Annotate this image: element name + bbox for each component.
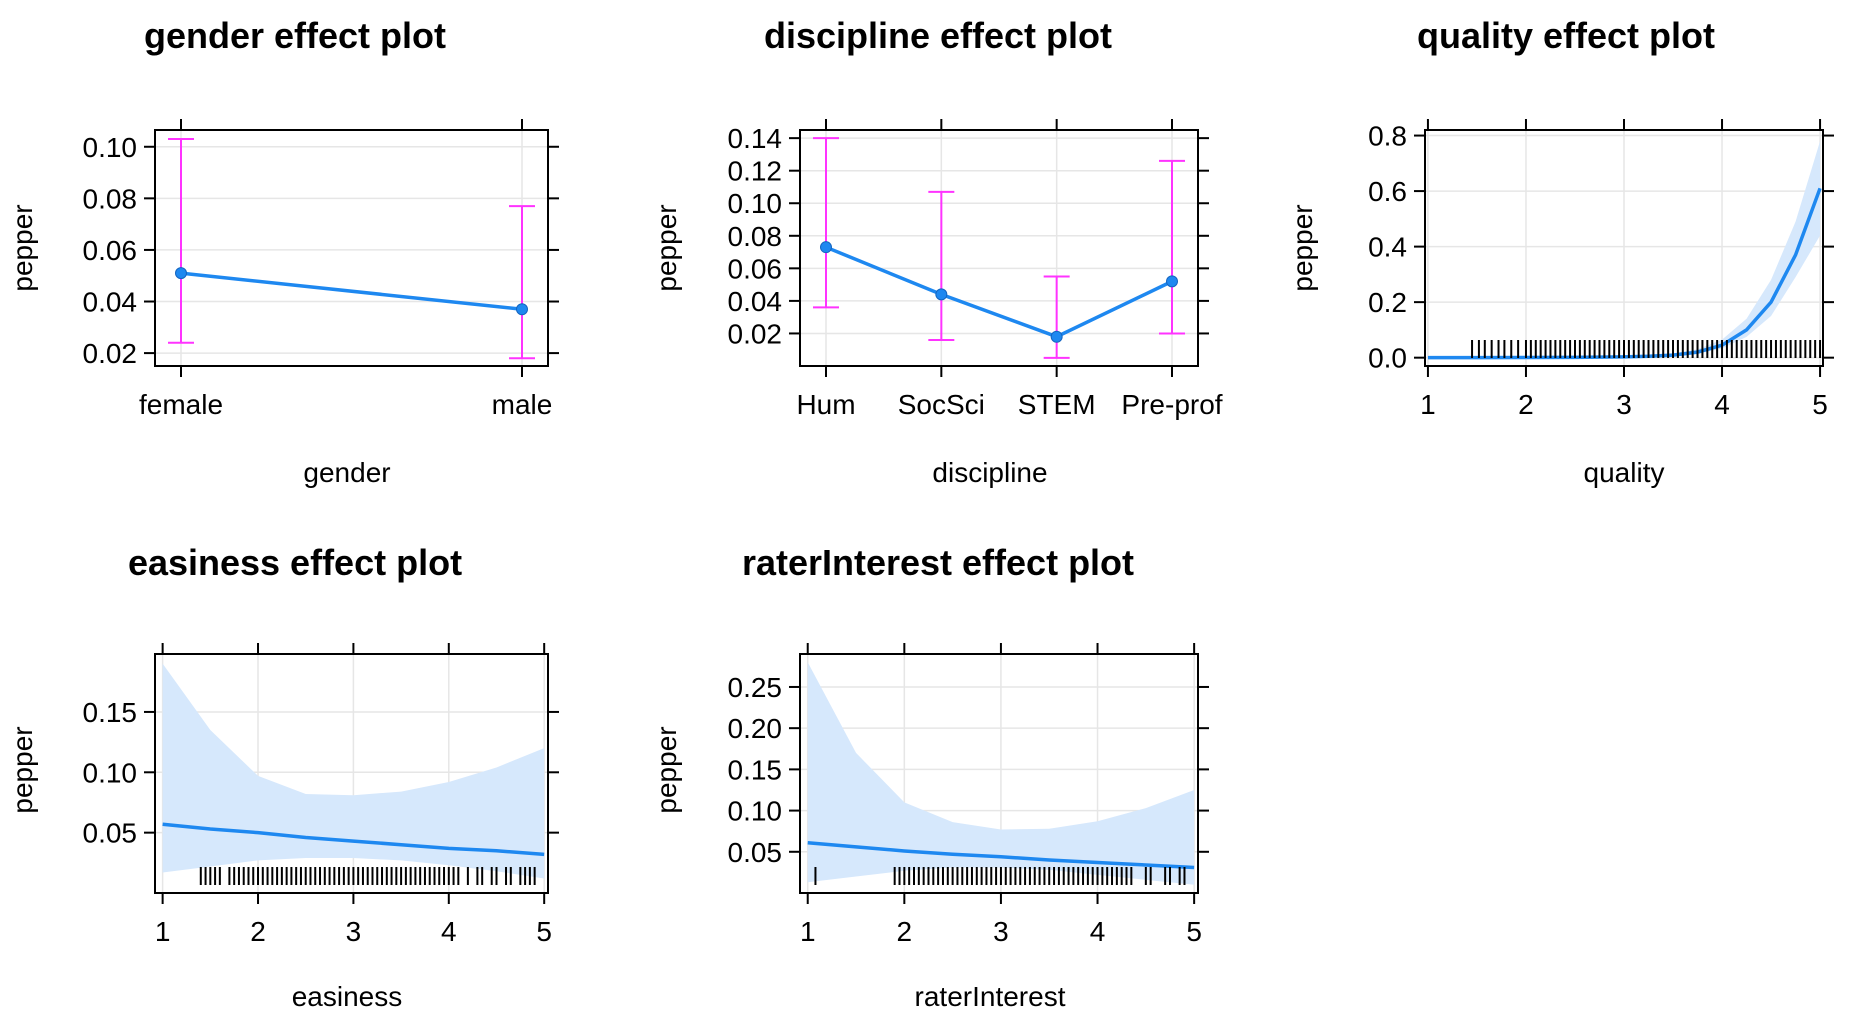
rug xyxy=(1471,340,1822,358)
x-tick-label: 5 xyxy=(1186,916,1202,947)
x-axis-label: easiness xyxy=(292,981,403,1012)
plot-area xyxy=(1427,141,1822,360)
x-tick-label: 5 xyxy=(536,916,552,947)
y-tick-label: 0.12 xyxy=(728,156,783,187)
point-SocSci xyxy=(935,288,948,301)
y-tick-label: 0.05 xyxy=(728,837,783,868)
y-tick-label: 0.02 xyxy=(83,338,138,369)
y-tick-label: 0.10 xyxy=(83,132,138,163)
rug xyxy=(199,867,536,885)
panel-1: female male 0.02 0.04 0.06 0.08 0.10 gender eff… xyxy=(7,15,559,488)
x-tick-label: 2 xyxy=(250,916,266,947)
y-tick-label: 0.15 xyxy=(728,754,783,785)
y-axis-label: pepper xyxy=(7,204,38,291)
x-tick-label: 4 xyxy=(1090,916,1106,947)
y-tick-label: 0.05 xyxy=(83,818,138,849)
y-tick-label: 0.6 xyxy=(1368,176,1407,207)
x-tick-label: female xyxy=(139,389,223,420)
x-tick-label: 1 xyxy=(155,916,171,947)
panel-frame xyxy=(799,129,1199,367)
plot-area xyxy=(813,137,1185,359)
effect-line xyxy=(162,822,545,857)
y-tick-label: 0.06 xyxy=(728,253,783,284)
panel-title: discipline effect plot xyxy=(764,15,1112,56)
x-tick-label: 2 xyxy=(1518,389,1534,420)
y-tick-label: 0.06 xyxy=(83,235,138,266)
x-axis-label: raterInterest xyxy=(915,981,1066,1012)
point-female xyxy=(175,267,187,280)
y-tick-label: 0.04 xyxy=(728,286,783,317)
panel-title: quality effect plot xyxy=(1417,15,1715,56)
x-axis-label: discipline xyxy=(932,457,1047,488)
x-tick-label: male xyxy=(492,389,553,420)
y-axis-label: pepper xyxy=(651,726,682,813)
y-tick-label: 0.4 xyxy=(1368,232,1407,263)
y-tick-label: 0.02 xyxy=(728,318,783,349)
effect-line xyxy=(825,245,1173,339)
y-tick-label: 0.15 xyxy=(83,697,138,728)
x-axis-label: quality xyxy=(1584,457,1665,488)
x-tick-label: 3 xyxy=(993,916,1009,947)
x-tick-label: Pre-prof xyxy=(1121,389,1222,420)
plot-area xyxy=(162,663,545,885)
y-tick-label: 0.08 xyxy=(83,183,138,214)
panel-2: Hum SocSci STEM Pre-prof0.020.040.060.080.1… xyxy=(651,15,1223,488)
point-Pre-prof xyxy=(1166,275,1178,288)
panel-frame xyxy=(799,653,1199,894)
x-tick-label: 4 xyxy=(441,916,457,947)
effect-line xyxy=(180,271,523,311)
point-STEM xyxy=(1050,330,1063,343)
y-tick-label: 0.0 xyxy=(1368,343,1407,374)
x-axis-label: gender xyxy=(303,457,390,488)
y-axis-label: pepper xyxy=(7,726,38,813)
y-tick-label: 0.14 xyxy=(728,123,783,154)
plot-area xyxy=(807,662,1195,885)
x-tick-label: Hum xyxy=(796,389,855,420)
x-tick-label: STEM xyxy=(1018,389,1096,420)
panel-5: 1 2 3 4 5 0.05 0.10 0.15 0.20 0.25 raterInterest e… xyxy=(651,542,1209,1012)
x-tick-label: 2 xyxy=(897,916,913,947)
y-tick-label: 0.25 xyxy=(728,672,783,703)
effect-line xyxy=(807,840,1195,870)
y-tick-label: 0.10 xyxy=(728,188,783,219)
y-tick-label: 0.20 xyxy=(728,713,783,744)
y-tick-label: 0.2 xyxy=(1368,287,1407,318)
x-tick-label: SocSci xyxy=(898,389,985,420)
y-tick-label: 0.10 xyxy=(83,757,138,788)
x-tick-label: 3 xyxy=(1616,389,1632,420)
confidence-band xyxy=(162,663,545,879)
confidence-band xyxy=(807,662,1195,885)
panel-title: gender effect plot xyxy=(144,15,446,56)
x-tick-label: 1 xyxy=(1420,389,1436,420)
y-tick-label: 0.04 xyxy=(83,287,138,318)
panel-4: 1 2 3 4 5 0.05 0.10 0.15 easiness effect plot eas… xyxy=(7,542,559,1012)
panel-frame xyxy=(154,653,549,894)
y-axis-label: pepper xyxy=(1287,204,1318,291)
y-tick-label: 0.8 xyxy=(1368,121,1407,152)
point-male xyxy=(516,303,528,316)
y-tick-label: 0.10 xyxy=(728,796,783,827)
x-tick-label: 3 xyxy=(346,916,362,947)
panel-3: 1 2 3 4 5 0.0 0.2 0.4 0.6 0.8 quality effect plot q… xyxy=(1287,15,1834,488)
panel-title: raterInterest effect plot xyxy=(742,542,1134,583)
x-tick-label: 4 xyxy=(1714,389,1730,420)
y-axis-label: pepper xyxy=(651,204,682,291)
rug xyxy=(814,867,1186,885)
point-Hum xyxy=(820,241,832,254)
y-tick-label: 0.08 xyxy=(728,221,783,252)
plot-area xyxy=(168,138,535,360)
panel-frame xyxy=(154,129,549,367)
panel-title: easiness effect plot xyxy=(128,542,462,583)
x-tick-label: 1 xyxy=(800,916,816,947)
x-tick-label: 5 xyxy=(1812,389,1828,420)
